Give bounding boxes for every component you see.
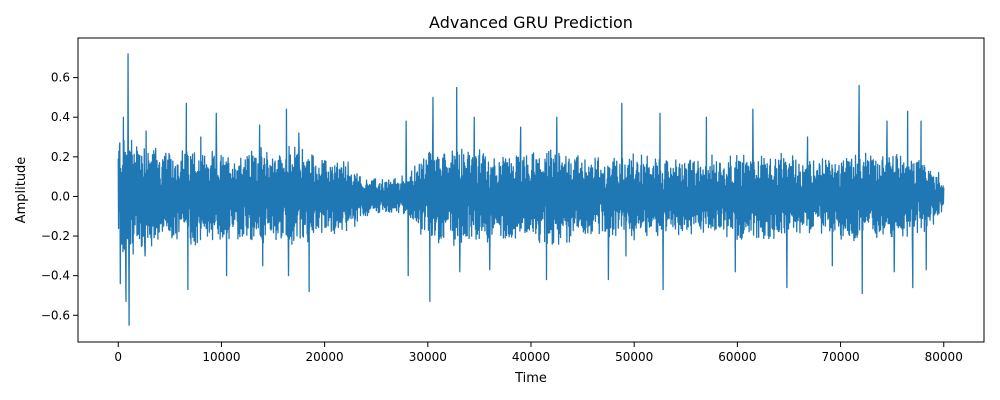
- x-tick-label: 70000: [821, 350, 859, 364]
- y-tick-label: 0.0: [51, 189, 70, 203]
- x-tick-label: 80000: [925, 350, 963, 364]
- x-tick-label: 0: [114, 350, 122, 364]
- plot-area: [117, 53, 945, 326]
- y-tick-label: 0.4: [51, 110, 70, 124]
- x-tick-label: 50000: [615, 350, 653, 364]
- y-axis-ticks: −0.6 −0.4 −0.2 0.0 0.2 0.4 0.6: [41, 71, 78, 322]
- y-tick-label: −0.2: [41, 229, 70, 243]
- chart-title: Advanced GRU Prediction: [429, 13, 633, 32]
- x-tick-label: 40000: [512, 350, 550, 364]
- y-tick-label: 0.2: [51, 150, 70, 164]
- y-tick-label: −0.6: [41, 308, 70, 322]
- series-line-amplitude: [117, 53, 945, 326]
- x-tick-label: 10000: [202, 350, 240, 364]
- x-axis-ticks: 0 10000 20000 30000 40000 50000 60000 70000 8000…: [114, 342, 963, 364]
- y-tick-label: 0.6: [51, 71, 70, 85]
- y-axis-label: Amplitude: [14, 157, 29, 224]
- x-tick-label: 30000: [409, 350, 447, 364]
- x-tick-label: 20000: [306, 350, 344, 364]
- x-axis-label: Time: [514, 371, 547, 386]
- y-tick-label: −0.4: [41, 269, 70, 283]
- x-tick-label: 60000: [718, 350, 756, 364]
